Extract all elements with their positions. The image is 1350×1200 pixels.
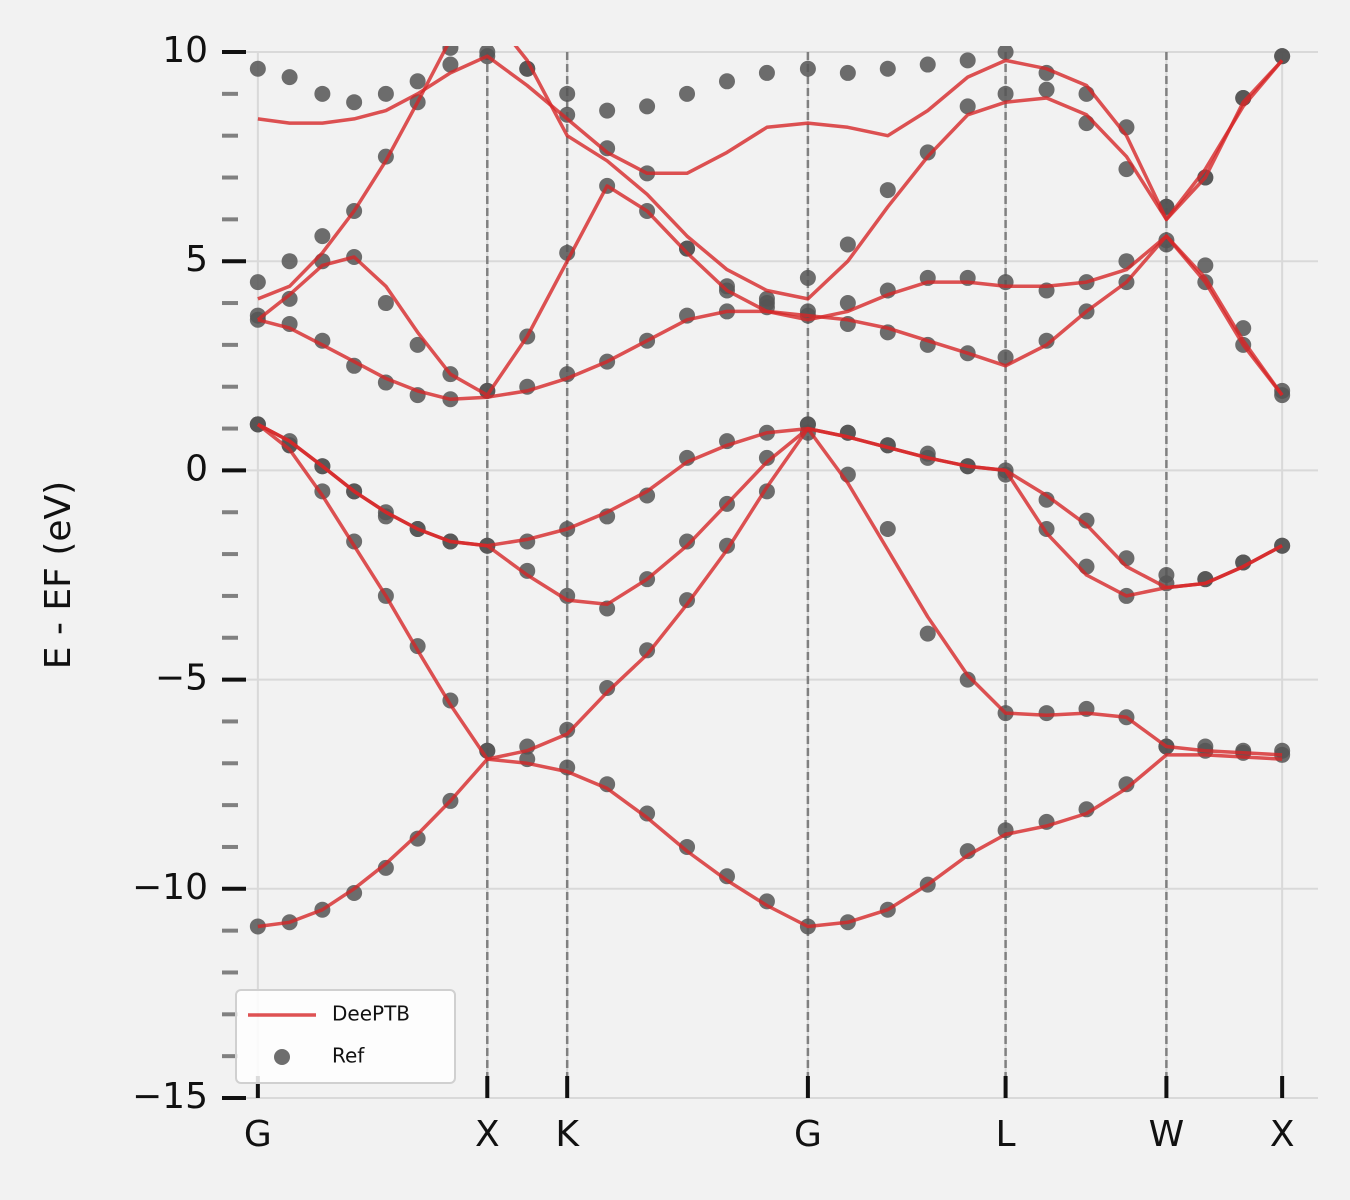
ref-point — [346, 94, 363, 111]
ref-point — [839, 64, 856, 81]
ref-point — [346, 884, 363, 901]
x-tick-label: G — [794, 1114, 822, 1155]
x-tick-label: G — [244, 1114, 272, 1155]
ref-point — [314, 228, 331, 245]
ref-point — [442, 56, 459, 73]
x-tick-label: K — [555, 1114, 580, 1155]
ref-point — [919, 625, 936, 642]
ref-point — [409, 830, 426, 847]
plot-area — [249, 46, 1291, 935]
ref-point — [959, 671, 976, 688]
ref-point — [281, 290, 298, 307]
band-line — [256, 184, 1284, 397]
ref-point — [377, 295, 394, 312]
ref-point — [1158, 567, 1175, 583]
ref-point — [559, 85, 576, 102]
ref-point — [377, 859, 394, 876]
ref-point — [1078, 512, 1095, 529]
ref-point — [679, 838, 696, 855]
ref-point — [718, 278, 735, 295]
ref-point — [799, 269, 816, 286]
ref-point — [679, 533, 696, 550]
ref-point — [639, 98, 656, 115]
ref-point — [758, 449, 775, 466]
ref-point — [599, 679, 616, 696]
ref-point — [249, 60, 266, 77]
x-tick-label: W — [1149, 1114, 1185, 1155]
ref-point — [879, 520, 896, 537]
ref-point — [639, 642, 656, 659]
ref-point — [249, 918, 266, 935]
x-tick-label: X — [475, 1114, 500, 1155]
y-tick-label: 0 — [185, 448, 208, 489]
band-line — [256, 423, 1283, 761]
ref-point — [1038, 332, 1055, 349]
ref-point — [997, 349, 1014, 366]
ref-point — [249, 274, 266, 291]
ref-point — [519, 562, 536, 579]
band-line — [257, 422, 1283, 590]
y-tick-label: −10 — [132, 867, 208, 908]
ref-point — [959, 98, 976, 115]
ref-point — [839, 295, 856, 312]
ref-point — [559, 106, 576, 123]
ref-point — [997, 46, 1014, 60]
ref-point — [1274, 537, 1291, 554]
legend-dot — [274, 1049, 290, 1065]
ref-point — [314, 85, 331, 102]
grid — [222, 51, 1318, 1099]
ref-point — [377, 85, 394, 102]
ref-point — [1274, 48, 1291, 65]
ref-point — [1038, 81, 1055, 98]
ref-point — [919, 56, 936, 73]
legend-label: DeePTB — [332, 1002, 410, 1026]
x-tick-label: L — [996, 1114, 1016, 1155]
ref-point — [997, 85, 1014, 102]
ref-point — [599, 140, 616, 157]
ref-point — [959, 843, 976, 860]
ref-point — [1038, 705, 1055, 722]
ref-point — [718, 868, 735, 885]
ref-point — [409, 73, 426, 90]
ref-point — [1118, 776, 1135, 793]
band-line — [257, 234, 1284, 402]
ref-point — [758, 893, 775, 910]
ref-point — [679, 240, 696, 257]
y-tick-label: −15 — [132, 1076, 208, 1117]
ref-point — [679, 85, 696, 102]
band-line — [257, 54, 1284, 222]
legend-label: Ref — [332, 1044, 365, 1068]
ref-point — [758, 295, 775, 312]
ref-point — [718, 73, 735, 90]
ref-point — [409, 336, 426, 353]
ref-point — [758, 64, 775, 81]
y-tick-label: 10 — [162, 30, 208, 71]
ref-point — [879, 182, 896, 199]
band-line — [257, 753, 1283, 929]
y-axis-label: E - EF (eV) — [38, 481, 79, 669]
axes: −15 −10 −5 0 5 10 G X K G L W X — [132, 30, 1294, 1155]
ref-point — [959, 52, 976, 69]
ref-point — [799, 60, 816, 77]
ref-point — [281, 69, 298, 86]
ref-point — [919, 144, 936, 161]
x-tick-label: X — [1270, 1114, 1295, 1155]
ref-point — [879, 60, 896, 77]
y-tick-label: 5 — [185, 239, 208, 280]
legend: DeePTB Ref — [235, 989, 456, 1084]
ref-point — [281, 253, 298, 270]
y-tick-label: −5 — [155, 658, 208, 699]
ref-point — [639, 805, 656, 822]
ref-point — [599, 102, 616, 119]
ref-point — [1197, 257, 1214, 274]
ref-point — [1038, 491, 1055, 508]
band-line — [257, 46, 1284, 301]
ref-point — [839, 236, 856, 253]
